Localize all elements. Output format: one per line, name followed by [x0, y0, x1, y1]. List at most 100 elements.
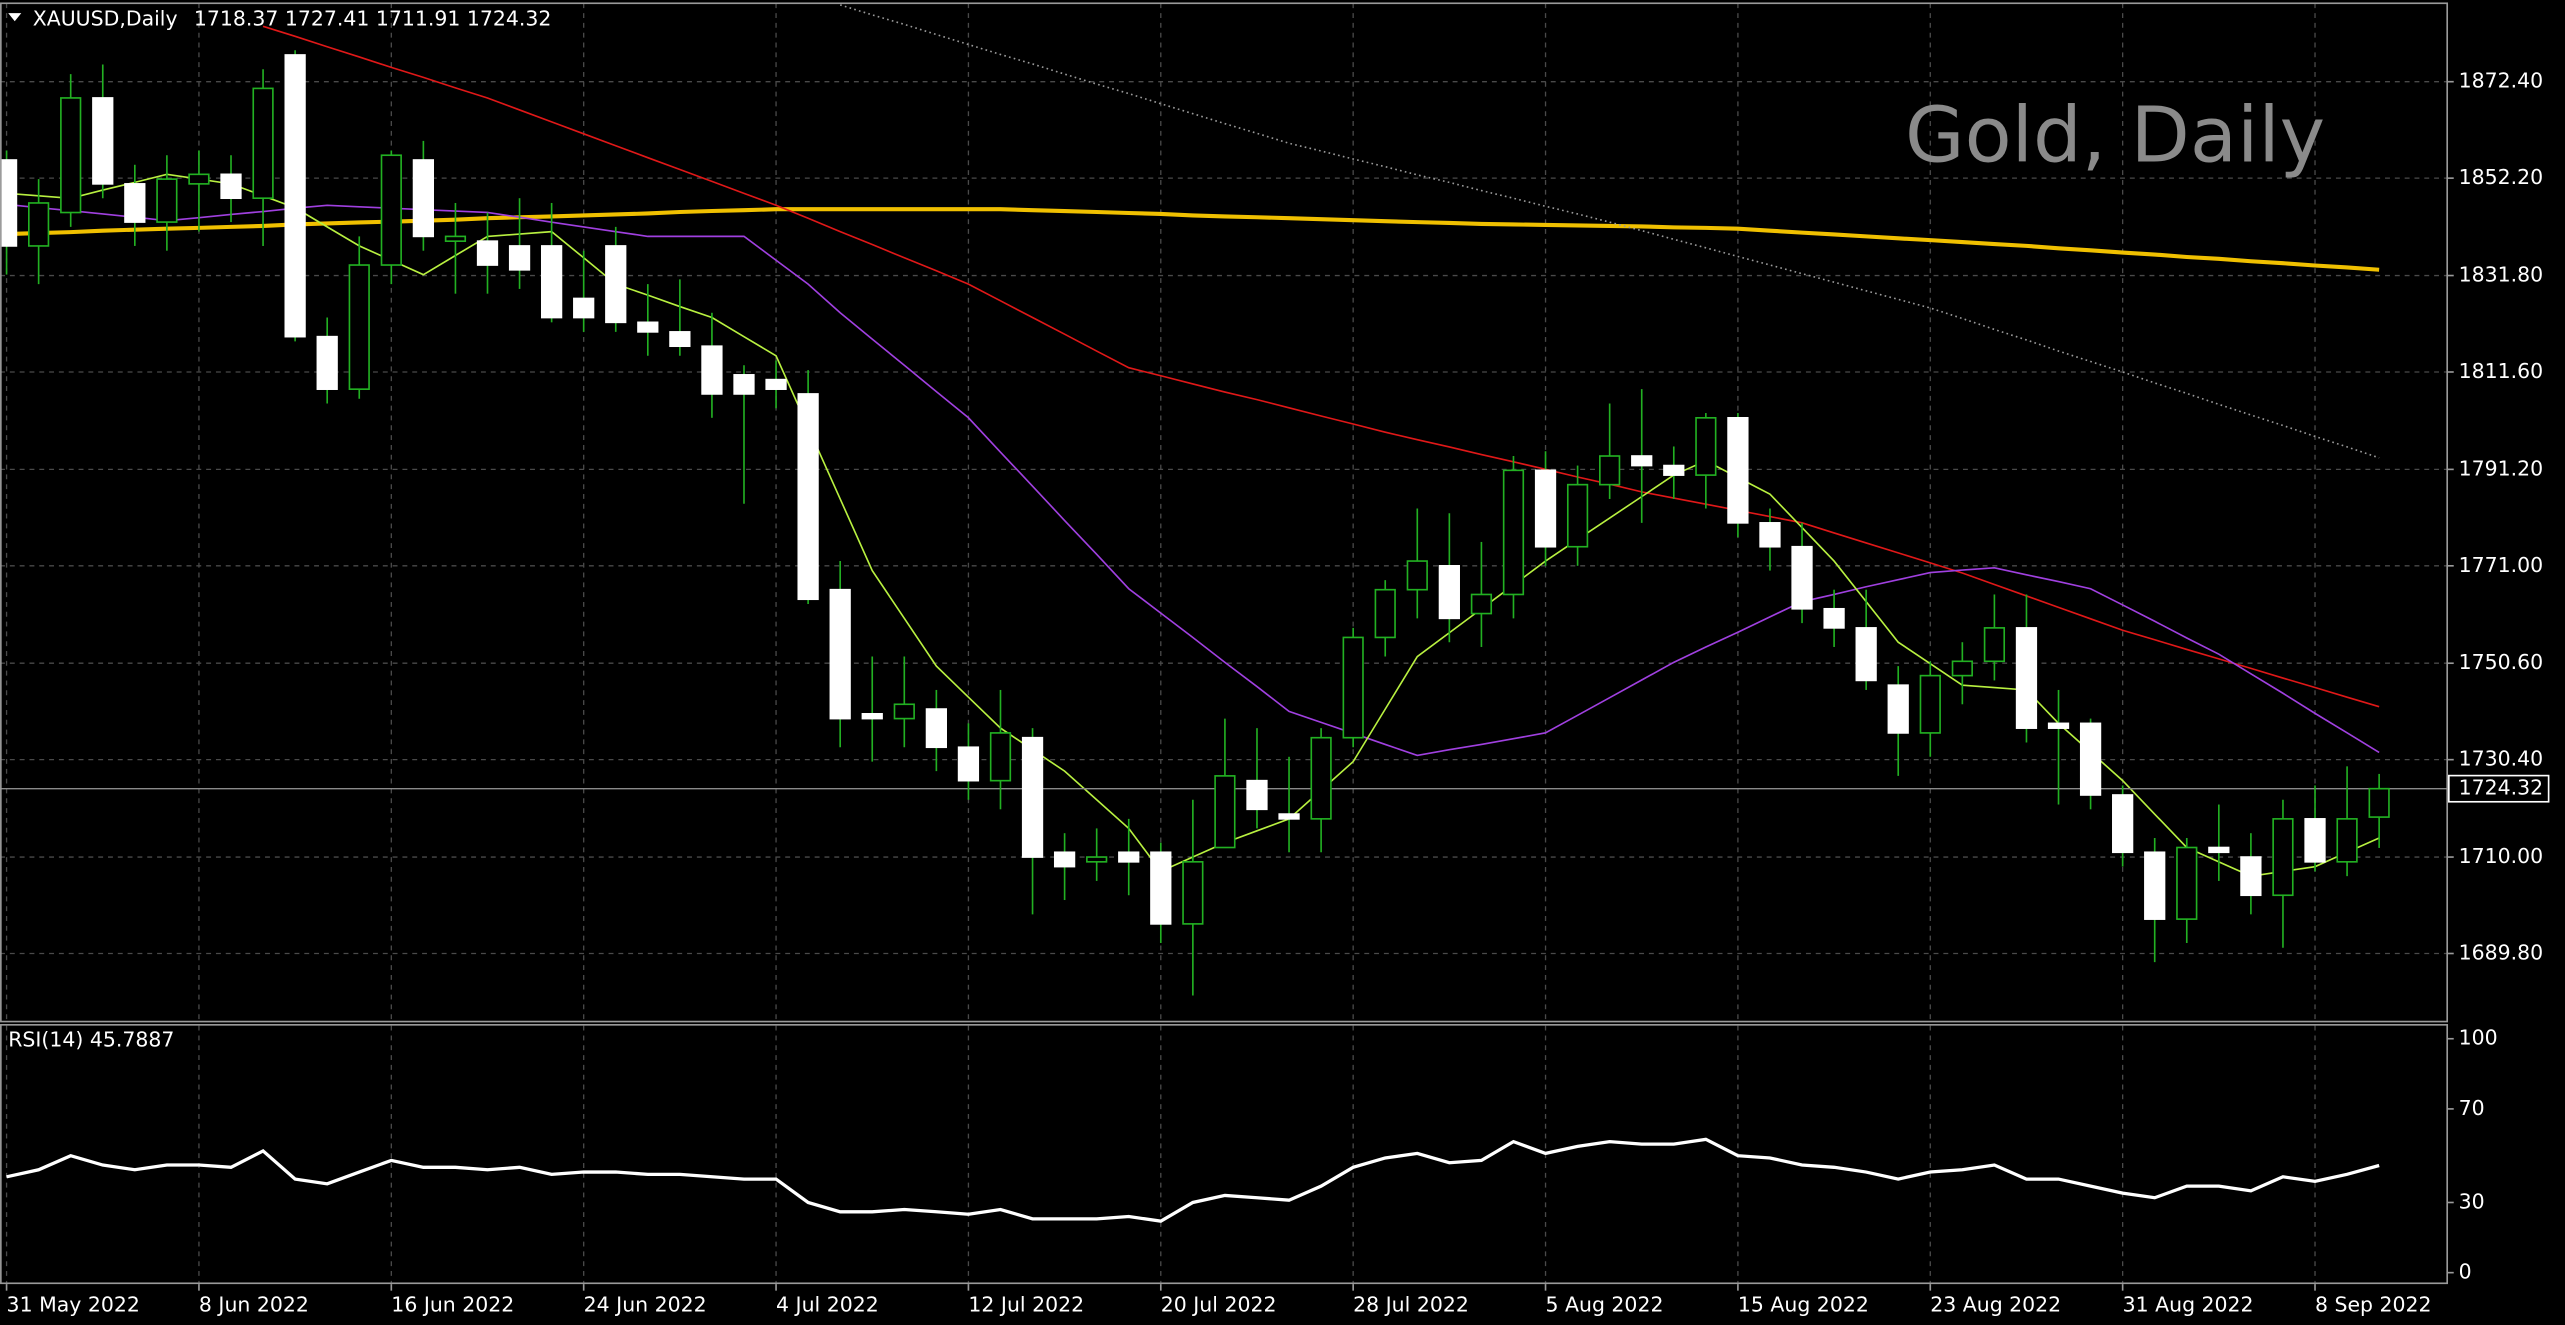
candle-body: [733, 374, 755, 395]
candle-body: [476, 240, 499, 266]
candle-body: [1086, 856, 1108, 863]
y-tick-label: 1811.60: [2459, 359, 2544, 383]
x-tick-label: 23 Aug 2022: [1930, 1292, 2061, 1316]
candle-body: [1695, 416, 1717, 476]
candle-body: [2144, 851, 2166, 920]
candle-body: [925, 708, 947, 749]
x-tick-label: 31 May 2022: [7, 1292, 140, 1316]
candle-body: [60, 97, 82, 214]
candle-body: [1631, 455, 1653, 467]
candles: [0, 50, 2390, 996]
candle-body: [444, 235, 467, 242]
y-tick-label: 1831.80: [2459, 263, 2544, 287]
candle-body: [797, 393, 819, 601]
candle-body: [284, 54, 306, 338]
y-tick-label: 1710.00: [2459, 844, 2544, 868]
x-tick-label: 12 Jul 2022: [968, 1292, 1084, 1316]
low: 1711.91: [376, 7, 461, 31]
candle-body: [1759, 522, 1781, 548]
candle-body: [2047, 722, 2070, 729]
y-tick-label: 1730.40: [2459, 747, 2544, 771]
candle-body: [1599, 455, 1621, 486]
candle-body: [701, 345, 723, 395]
candle-body: [1246, 779, 1268, 811]
candle-body: [348, 264, 370, 390]
candle-body: [2368, 787, 2390, 818]
x-tick-label: 31 Aug 2022: [2123, 1292, 2254, 1316]
open: 1718.37: [194, 7, 279, 31]
candle-body: [957, 746, 980, 782]
candle-body: [1374, 588, 1396, 639]
collapse-icon[interactable]: [8, 13, 22, 22]
candle-body: [573, 297, 595, 319]
rsi-tick-label: 70: [2459, 1096, 2485, 1120]
x-tick-label: 8 Sep 2022: [2315, 1292, 2432, 1316]
candle-body: [1150, 851, 1172, 925]
candle-body: [1727, 416, 1749, 524]
rsi-tick-label: 30: [2459, 1189, 2485, 1213]
candle-body: [124, 183, 146, 223]
candle-body: [156, 178, 178, 223]
x-tick-label: 24 Jun 2022: [584, 1292, 707, 1316]
x-tick-label: 5 Aug 2022: [1546, 1292, 1664, 1316]
candle-body: [861, 713, 883, 720]
candle-body: [1406, 560, 1428, 591]
candle-body: [2304, 818, 2326, 863]
rsi-value: 45.7887: [90, 1027, 175, 1051]
candle-body: [2208, 846, 2230, 854]
main-frame: [0, 2, 2449, 1023]
close: 1724.32: [467, 7, 552, 31]
candle-body: [765, 378, 787, 390]
candle-body: [220, 173, 242, 200]
candle-body: [1342, 636, 1364, 739]
candle-body: [1855, 627, 1877, 682]
symbol: XAUUSD,Daily: [33, 7, 178, 31]
candle-body: [2336, 818, 2358, 863]
candle-body: [1791, 545, 1813, 610]
y-tick-label: 1791.20: [2459, 456, 2544, 480]
candle-body: [1118, 851, 1140, 863]
candle-body: [1823, 607, 1845, 629]
y-tick-label: 1750.60: [2459, 650, 2544, 674]
candle-body: [1021, 736, 1044, 858]
x-tick-label: 28 Jul 2022: [1353, 1292, 1469, 1316]
candle-body: [829, 588, 851, 720]
candle-body: [1983, 627, 2006, 663]
candle-body: [605, 245, 627, 324]
candle-body: [1502, 469, 1525, 596]
candle-body: [188, 173, 210, 185]
candle-body: [1663, 464, 1685, 476]
x-tick-label: 15 Aug 2022: [1738, 1292, 1869, 1316]
x-tick-label: 4 Jul 2022: [776, 1292, 879, 1316]
rsi-tick-label: 100: [2459, 1026, 2498, 1050]
candle-body: [1214, 775, 1236, 849]
candle-body: [1182, 861, 1204, 925]
candle-body: [92, 97, 114, 185]
candle-body: [252, 87, 274, 200]
candle-body: [637, 321, 659, 333]
candle-body: [2079, 722, 2102, 796]
candle-body: [316, 335, 338, 390]
candle-body: [1438, 565, 1460, 620]
candle-body: [1534, 469, 1557, 548]
candle-body: [540, 245, 563, 319]
y-tick-label: 1852.20: [2459, 165, 2544, 189]
candle-body: [2112, 794, 2134, 854]
current-price-label: 1724.32: [2459, 776, 2544, 800]
y-tick-label: 1771.00: [2459, 553, 2544, 577]
candle-body: [669, 331, 691, 348]
moving-average: [6, 203, 2380, 757]
high: 1727.41: [285, 7, 370, 31]
candle-body: [380, 154, 402, 266]
rsi-frame: [0, 1024, 2449, 1285]
y-tick-label: 1689.80: [2459, 940, 2544, 964]
candle-body: [1566, 483, 1589, 548]
candle-body: [2272, 818, 2294, 897]
candle-body: [28, 202, 50, 247]
rsi-line: [6, 1137, 2380, 1223]
y-tick-label: 1872.40: [2459, 69, 2544, 93]
candle-body: [1310, 736, 1332, 820]
candle-body: [412, 159, 435, 238]
